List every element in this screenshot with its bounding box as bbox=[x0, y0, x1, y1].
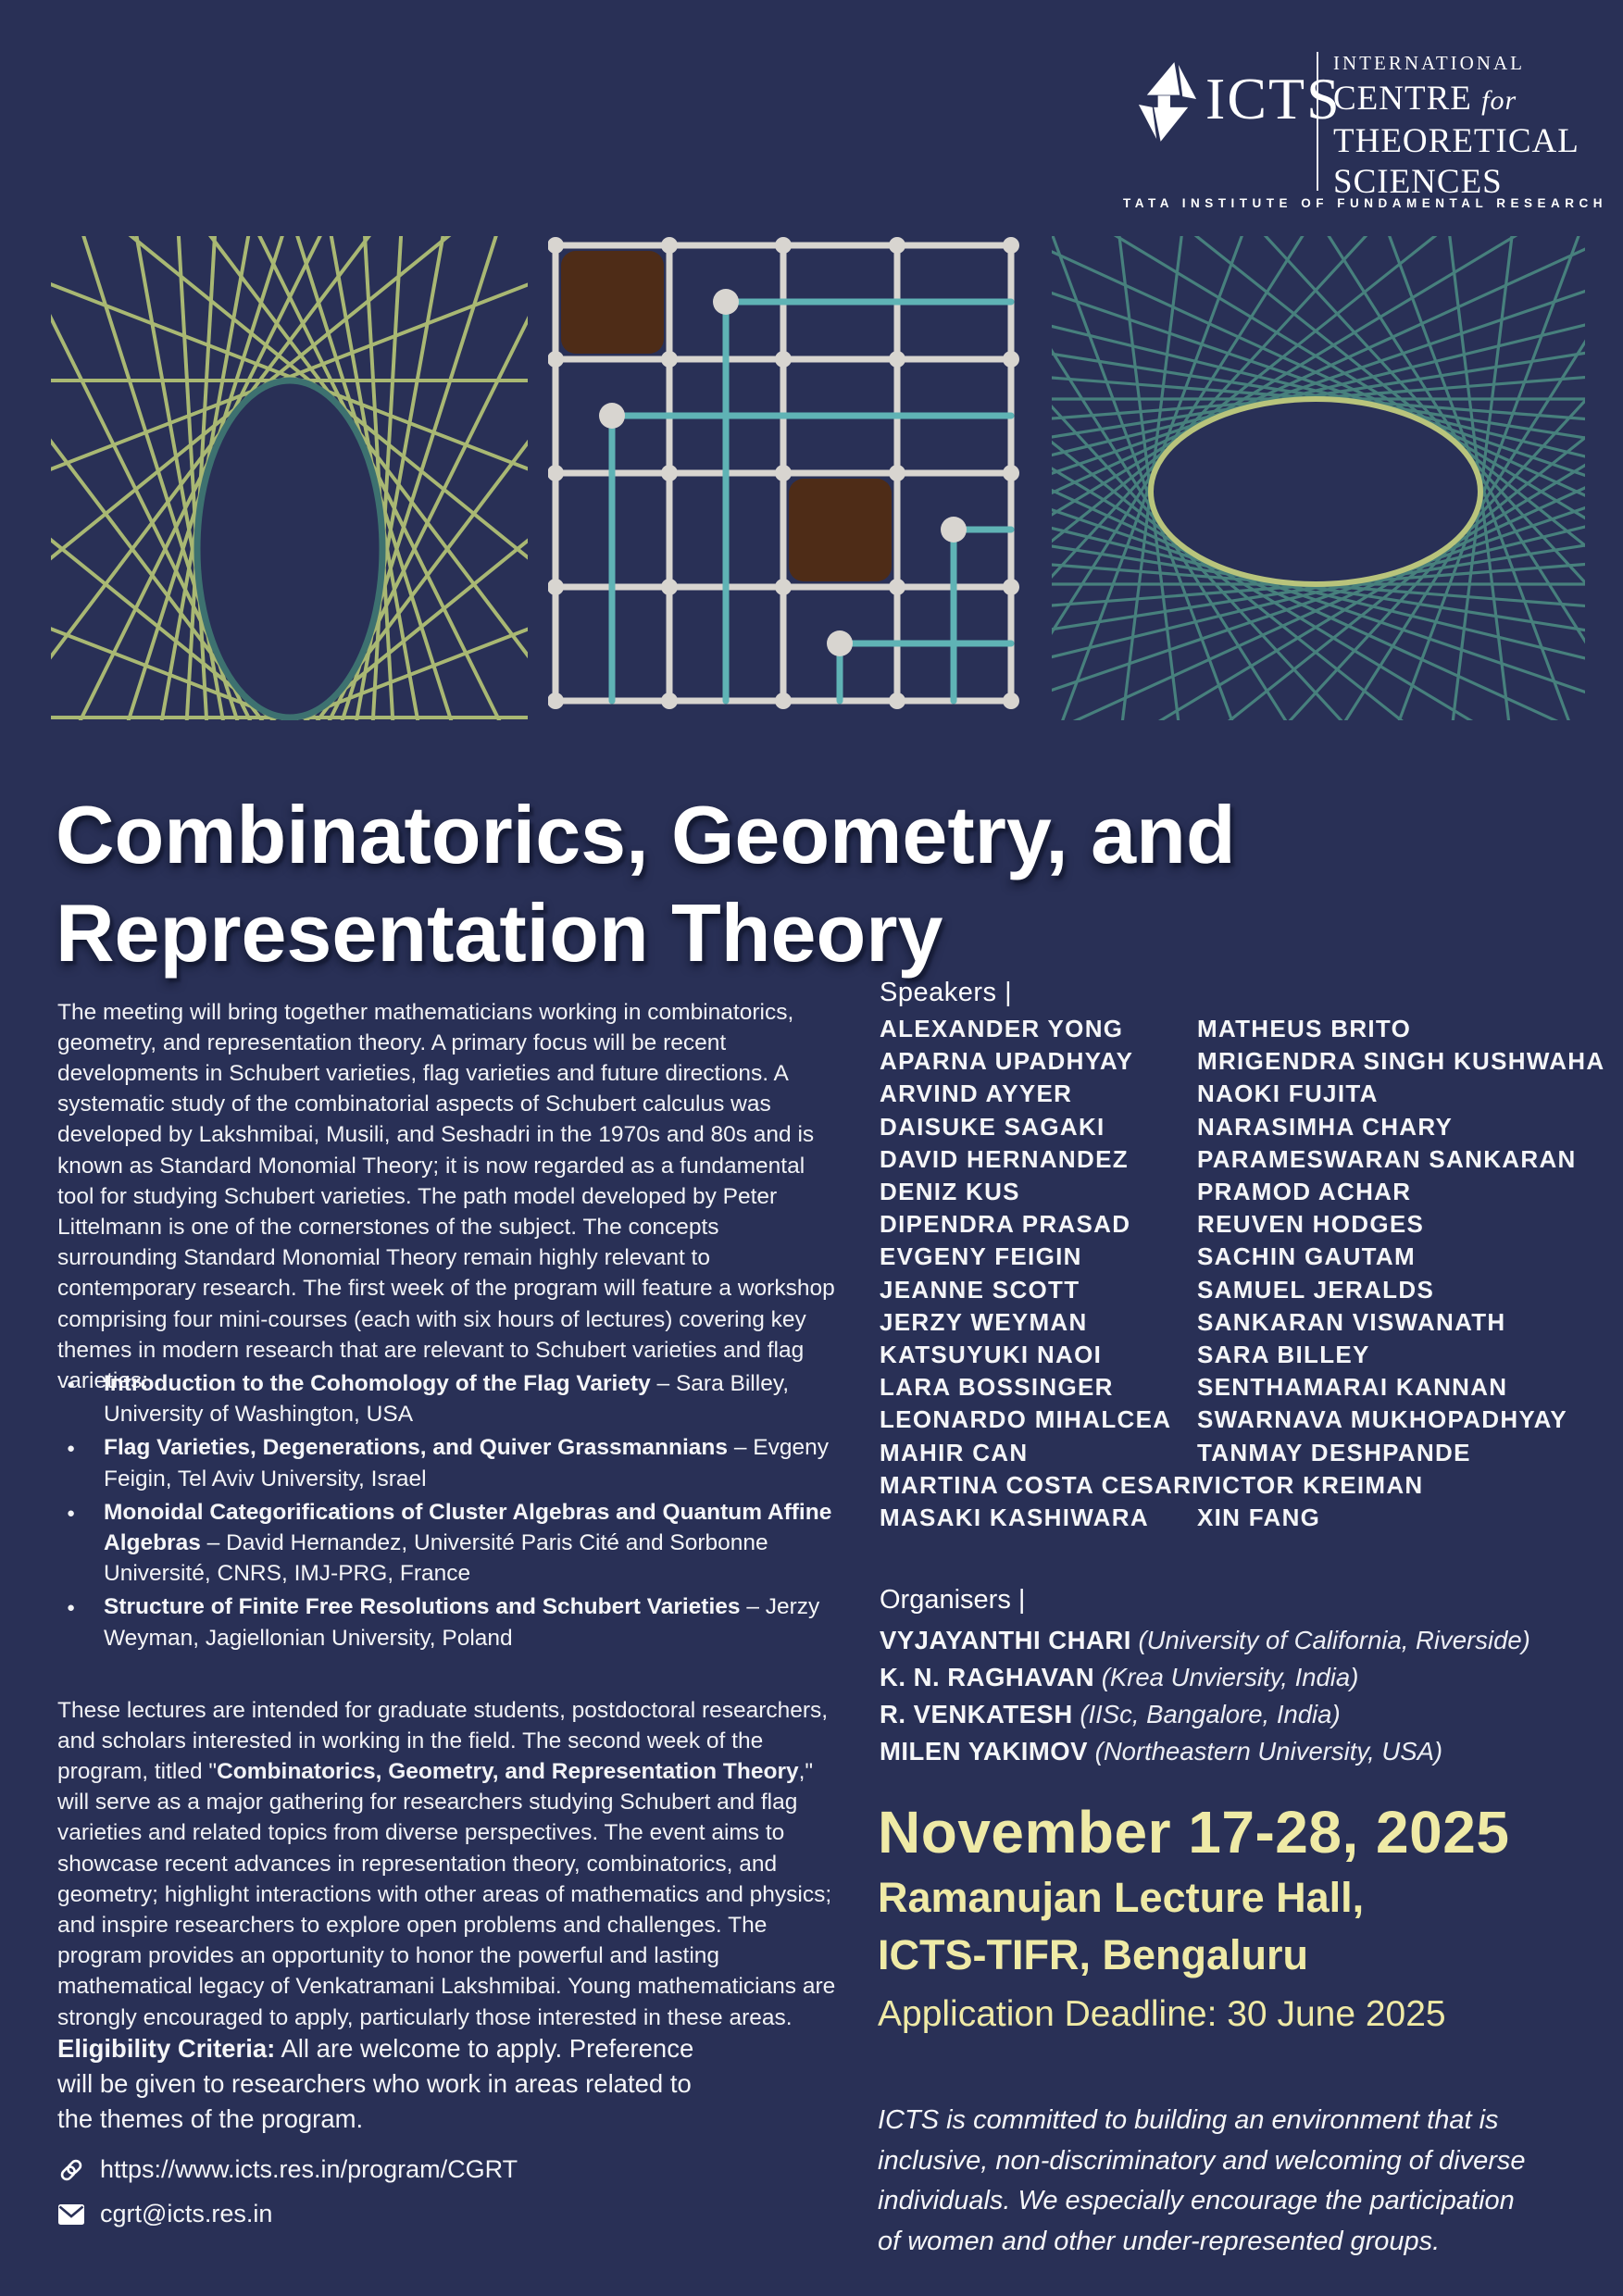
organisers-heading: Organisers | bbox=[880, 1585, 1026, 1615]
speakers-heading: Speakers | bbox=[880, 978, 1013, 1007]
organiser-item: R. VENKATESH (IISc, Bangalore, India) bbox=[880, 1700, 1341, 1728]
course-item: Monoidal Categorifications of Cluster Al… bbox=[57, 1497, 844, 1590]
logo-line-theoretical: THEORETICAL bbox=[1333, 122, 1579, 160]
speaker-name: VICTOR KREIMAN bbox=[1197, 1470, 1424, 1499]
speaker-name: REUVEN HODGES bbox=[1197, 1210, 1425, 1239]
icts-wordmark: ICTS bbox=[1205, 66, 1342, 131]
speaker-name: KATSUYUKI NAOI bbox=[880, 1341, 1103, 1369]
speaker-name: APARNA UPADHYAY bbox=[880, 1047, 1134, 1076]
eligibility-label: Eligibility Criteria: bbox=[57, 2033, 276, 2063]
description-paragraph-1: The meeting will bring together mathemat… bbox=[57, 999, 835, 1393]
email-address[interactable]: cgrt@icts.res.in bbox=[100, 2200, 273, 2227]
organiser-item: MILEN YAKIMOV (Northeastern University, … bbox=[880, 1737, 1443, 1766]
speaker-name: MAHIR CAN bbox=[880, 1438, 1029, 1466]
application-deadline: Application Deadline: 30 June 2025 bbox=[878, 1994, 1446, 2034]
organiser-item: VYJAYANTHI CHARI (University of Californ… bbox=[880, 1626, 1530, 1654]
speaker-name: PARAMESWARAN SANKARAN bbox=[1197, 1144, 1577, 1173]
string-art-lens-figure bbox=[1052, 236, 1585, 720]
page-title: Combinatorics, Geometry, and Representat… bbox=[56, 786, 1444, 982]
speaker-name: SANKARAN VISWANATH bbox=[1197, 1307, 1506, 1336]
speaker-name: NAOKI FUJITA bbox=[1197, 1079, 1379, 1108]
speaker-name: DAISUKE SAGAKI bbox=[880, 1112, 1105, 1141]
speaker-name: SENTHAMARAI KANNAN bbox=[1197, 1373, 1508, 1402]
speaker-name: TANMAY DESHPANDE bbox=[1197, 1438, 1471, 1466]
logo-line-centre-for: CENTRE for bbox=[1333, 80, 1517, 118]
title-line1: Combinatorics, Geometry, and bbox=[56, 788, 1236, 880]
speakers-column-2: MATHEUS BRITO MRIGENDRA SINGH KUSHWAHA N… bbox=[1197, 1013, 1604, 1534]
event-dates: November 17-28, 2025 bbox=[878, 1799, 1510, 1866]
speaker-name: NARASIMHA CHARY bbox=[1197, 1112, 1454, 1141]
speaker-name: PRAMOD ACHAR bbox=[1197, 1178, 1412, 1206]
speaker-name: MARTINA COSTA CESARI bbox=[880, 1470, 1200, 1499]
website-link[interactable]: https://www.icts.res.in/program/CGRT bbox=[57, 2155, 518, 2184]
speaker-name: SAMUEL JERALDS bbox=[1197, 1275, 1435, 1304]
speaker-name: MATHEUS BRITO bbox=[1197, 1015, 1412, 1042]
logo-full-name: INTERNATIONAL CENTRE for THEORETICAL SCI… bbox=[1333, 52, 1579, 203]
speaker-name: JERZY WEYMAN bbox=[880, 1307, 1088, 1336]
pipe-dream-grid-figure bbox=[548, 237, 1019, 709]
contact-links: https://www.icts.res.in/program/CGRT cgr… bbox=[57, 2155, 518, 2244]
speaker-name: DIPENDRA PRASAD bbox=[880, 1210, 1131, 1239]
speaker-name: JEANNE SCOTT bbox=[880, 1275, 1080, 1304]
speakers-column-1: ALEXANDER YONG APARNA UPADHYAY ARVIND AY… bbox=[880, 1013, 1200, 1534]
speaker-name: SARA BILLEY bbox=[1197, 1341, 1370, 1369]
description-paragraph-2: These lectures are intended for graduate… bbox=[57, 1697, 836, 2030]
speaker-name: ARVIND AYYER bbox=[880, 1079, 1073, 1108]
organisers-list: VYJAYANTHI CHARI (University of Californ… bbox=[880, 1622, 1530, 1770]
icts-logo-icon bbox=[1138, 62, 1197, 142]
mini-course-list: Introduction to the Cohomology of the Fl… bbox=[57, 1368, 844, 1656]
title-line2: Representation Theory bbox=[56, 886, 943, 979]
speaker-name: SACHIN GAUTAM bbox=[1197, 1242, 1416, 1271]
speaker-name: MASAKI KASHIWARA bbox=[880, 1504, 1149, 1532]
event-venue-line1: Ramanujan Lecture Hall, bbox=[878, 1874, 1365, 1921]
speaker-name: ALEXANDER YONG bbox=[880, 1015, 1124, 1042]
speaker-name: XIN FANG bbox=[1197, 1504, 1321, 1532]
speaker-name: DENIZ KUS bbox=[880, 1178, 1020, 1206]
organiser-item: K. N. RAGHAVAN (Krea Unviersity, India) bbox=[880, 1663, 1359, 1691]
logo-line-international: INTERNATIONAL bbox=[1333, 52, 1525, 74]
course-item: Structure of Finite Free Resolutions and… bbox=[57, 1591, 844, 1653]
course-item: Flag Varieties, Degenerations, and Quive… bbox=[57, 1432, 844, 1493]
logo-divider bbox=[1317, 52, 1318, 191]
speaker-name: SWARNAVA MUKHOPADHYAY bbox=[1197, 1405, 1568, 1434]
speaker-name: MRIGENDRA SINGH KUSHWAHA bbox=[1197, 1047, 1605, 1076]
speaker-name: DAVID HERNANDEZ bbox=[880, 1144, 1129, 1173]
logo-line-sciences: SCIENCES bbox=[1333, 163, 1503, 201]
course-item: Introduction to the Cohomology of the Fl… bbox=[57, 1368, 844, 1429]
speaker-name: LEONARDO MIHALCEA bbox=[880, 1405, 1172, 1434]
logo-tagline: TATA INSTITUTE OF FUNDAMENTAL RESEARCH bbox=[1123, 196, 1607, 210]
email-link[interactable]: cgrt@icts.res.in bbox=[57, 2200, 518, 2228]
link-icon bbox=[60, 2159, 82, 2180]
string-art-oval-figure bbox=[51, 236, 528, 720]
inclusivity-statement: ICTS is committed to building an environ… bbox=[878, 2105, 1526, 2256]
website-url[interactable]: https://www.icts.res.in/program/CGRT bbox=[100, 2155, 518, 2183]
speaker-name: LARA BOSSINGER bbox=[880, 1373, 1114, 1402]
speaker-name: EVGENY FEIGIN bbox=[880, 1242, 1082, 1271]
event-venue-line2: ICTS-TIFR, Bengaluru bbox=[878, 1931, 1308, 1978]
eligibility-criteria: Eligibility Criteria: All are welcome to… bbox=[57, 2033, 694, 2133]
email-icon bbox=[58, 2203, 84, 2225]
